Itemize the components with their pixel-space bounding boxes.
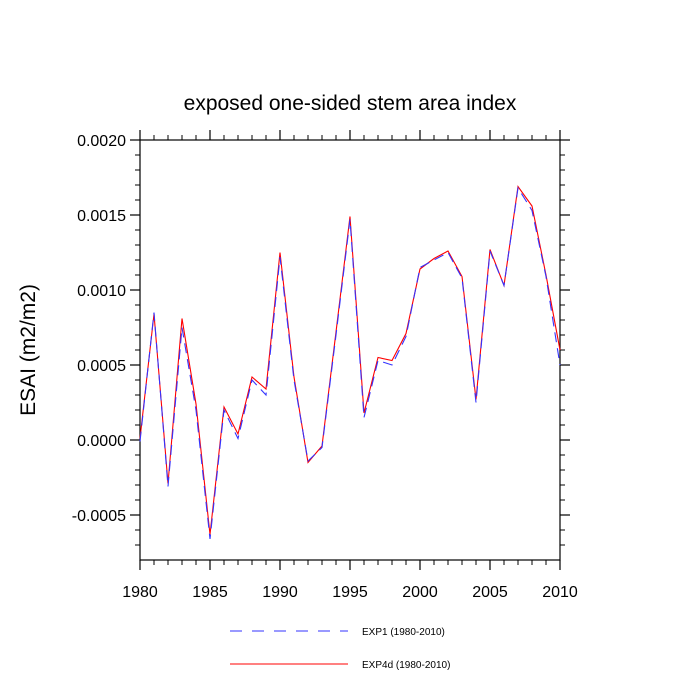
x-tick-label: 1980 [122, 584, 158, 601]
series-layer [139, 185, 561, 540]
y-axis-label: ESAI (m2/m2) [17, 284, 40, 416]
ticks-layer: 1980 1985 1990 1995 2000 2005 2010 -0.0005 0.000… [72, 130, 578, 601]
y-tick-label: 0.0015 [77, 208, 126, 225]
x-tick-label: 1985 [192, 584, 228, 601]
y-tick-label: 0.0020 [77, 133, 126, 150]
legend-label: EXP4d (1980-2010) [362, 660, 450, 671]
y-tick-label: 0.0005 [77, 358, 126, 375]
y-tick-label: 0.0010 [77, 283, 126, 300]
y-tick-label: 0.0000 [77, 433, 126, 450]
chart-title: exposed one-sided stem area index [184, 92, 517, 115]
legend: EXP1 (1980-2010) EXP4d (1980-2010) [230, 627, 450, 671]
x-tick-label: 1990 [262, 584, 298, 601]
plot-frame [139, 139, 561, 561]
series-line-exp1 [139, 186, 561, 540]
x-tick-label: 2000 [402, 584, 438, 601]
series-line-exp4d [139, 185, 561, 535]
y-tick-label: -0.0005 [72, 508, 126, 525]
x-tick-label: 2005 [472, 584, 508, 601]
x-tick-label: 1995 [332, 584, 368, 601]
legend-label: EXP1 (1980-2010) [362, 627, 445, 638]
x-tick-label: 2010 [542, 584, 578, 601]
